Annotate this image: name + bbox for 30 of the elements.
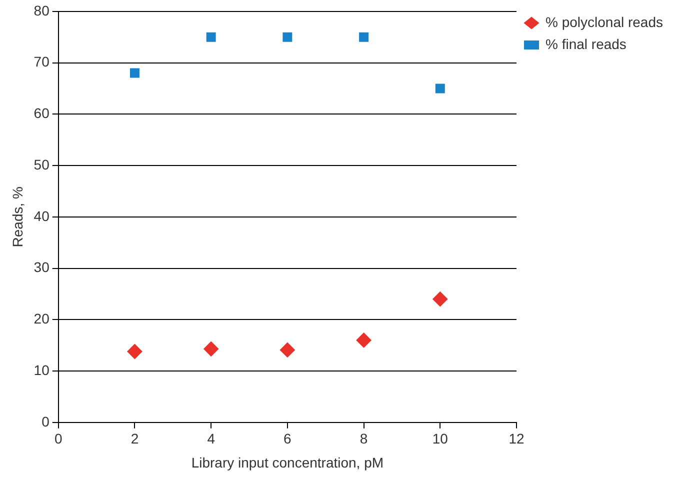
y-tick-label: 0: [42, 413, 50, 430]
legend-label: % final reads: [545, 36, 626, 52]
x-tick-label: 10: [432, 430, 448, 447]
x-tick-label: 0: [54, 430, 62, 447]
point: [359, 32, 369, 42]
point: [282, 32, 292, 42]
y-tick-label: 20: [34, 310, 50, 327]
point: [204, 341, 219, 356]
y-axis-title: Reads, %: [9, 186, 26, 248]
y-tick-label: 80: [34, 2, 50, 18]
x-tick-label: 12: [508, 430, 524, 447]
y-tick-label: 10: [34, 362, 50, 378]
point: [127, 344, 142, 360]
y-tick-label: 60: [34, 105, 50, 122]
point: [432, 292, 448, 307]
x-tick-label: 8: [360, 430, 368, 447]
x-tick-label: 2: [130, 430, 139, 447]
point: [435, 84, 445, 94]
legend-label: % polyclonal reads: [545, 14, 664, 30]
y-tick-label: 50: [34, 156, 50, 172]
x-axis-title: Library input concentration, pM: [191, 454, 384, 470]
y-tick-label: 30: [34, 259, 50, 276]
y-tick-label: 70: [34, 54, 50, 70]
x-tick-label: 4: [207, 430, 216, 447]
point: [206, 32, 216, 42]
y-tick-label: 40: [34, 208, 50, 224]
point: [130, 68, 140, 78]
point: [280, 342, 295, 358]
x-tick-label: 6: [284, 430, 292, 447]
point: [356, 332, 372, 348]
